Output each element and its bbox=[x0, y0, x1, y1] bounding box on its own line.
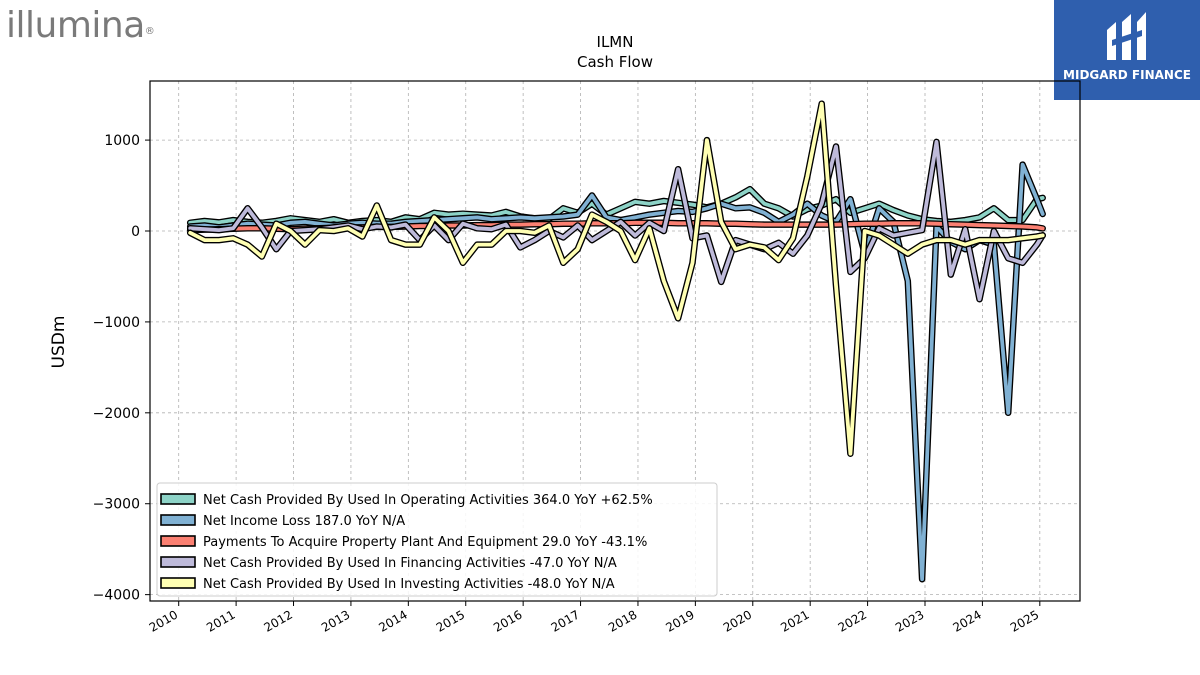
legend-swatch bbox=[160, 493, 196, 505]
x-tick-label: 2020 bbox=[721, 607, 754, 634]
midgard-finance-logo: MIDGARD FINANCE bbox=[1054, 0, 1200, 100]
legend-swatch bbox=[160, 535, 196, 547]
legend-label: Net Cash Provided By Used In Investing A… bbox=[203, 577, 615, 592]
y-tick-label: −4000 bbox=[93, 588, 140, 604]
y-tick-label: 1000 bbox=[104, 133, 140, 149]
x-tick-label: 2019 bbox=[663, 607, 696, 634]
legend-label: Net Cash Provided By Used In Financing A… bbox=[203, 556, 617, 571]
legend-box bbox=[156, 482, 718, 597]
legend-label: Payments To Acquire Property Plant And E… bbox=[203, 535, 647, 550]
x-tick-label: 2017 bbox=[549, 607, 582, 634]
series-line bbox=[188, 139, 1045, 302]
legend-swatch bbox=[160, 556, 196, 568]
illumina-logo: illumina® bbox=[6, 5, 155, 46]
x-tick-label: 2015 bbox=[434, 607, 467, 634]
x-tick-label: 2023 bbox=[893, 607, 926, 634]
plot-frame bbox=[149, 80, 1081, 602]
legend-swatch bbox=[160, 577, 196, 589]
legend: Net Cash Provided By Used In Operating A… bbox=[156, 482, 718, 597]
series-line bbox=[188, 101, 1045, 456]
legend-swatch bbox=[160, 514, 196, 526]
y-tick-label: 0 bbox=[131, 224, 140, 240]
legend-label: Net Income Loss 187.0 YoY N/A bbox=[203, 514, 405, 529]
legend-label: Net Cash Provided By Used In Operating A… bbox=[203, 493, 653, 508]
x-tick-label: 2013 bbox=[319, 607, 352, 634]
x-tick-label: 2012 bbox=[262, 607, 295, 634]
y-axis-label: USDm bbox=[49, 316, 69, 369]
x-tick-label: 2021 bbox=[778, 607, 811, 634]
y-tick-label: −3000 bbox=[93, 497, 140, 513]
x-tick-label: 2024 bbox=[950, 607, 983, 634]
series-line bbox=[188, 187, 1045, 225]
midgard-finance-text: MIDGARD FINANCE bbox=[1063, 68, 1191, 82]
x-tick-label: 2014 bbox=[376, 607, 409, 634]
y-tick-label: −1000 bbox=[93, 315, 140, 331]
y-tick-label: −2000 bbox=[93, 406, 140, 422]
x-tick-label: 2025 bbox=[1008, 607, 1041, 634]
x-tick-label: 2010 bbox=[147, 607, 180, 634]
chart-title: ILMN bbox=[597, 33, 634, 51]
x-tick-label: 2011 bbox=[204, 607, 237, 634]
x-tick-label: 2016 bbox=[491, 607, 524, 634]
x-tick-label: 2018 bbox=[606, 607, 639, 634]
x-tick-label: 2022 bbox=[836, 607, 869, 634]
chart-subtitle: Cash Flow bbox=[577, 53, 653, 71]
midgard-m-icon bbox=[1107, 12, 1146, 60]
series-layer bbox=[186, 100, 1046, 583]
